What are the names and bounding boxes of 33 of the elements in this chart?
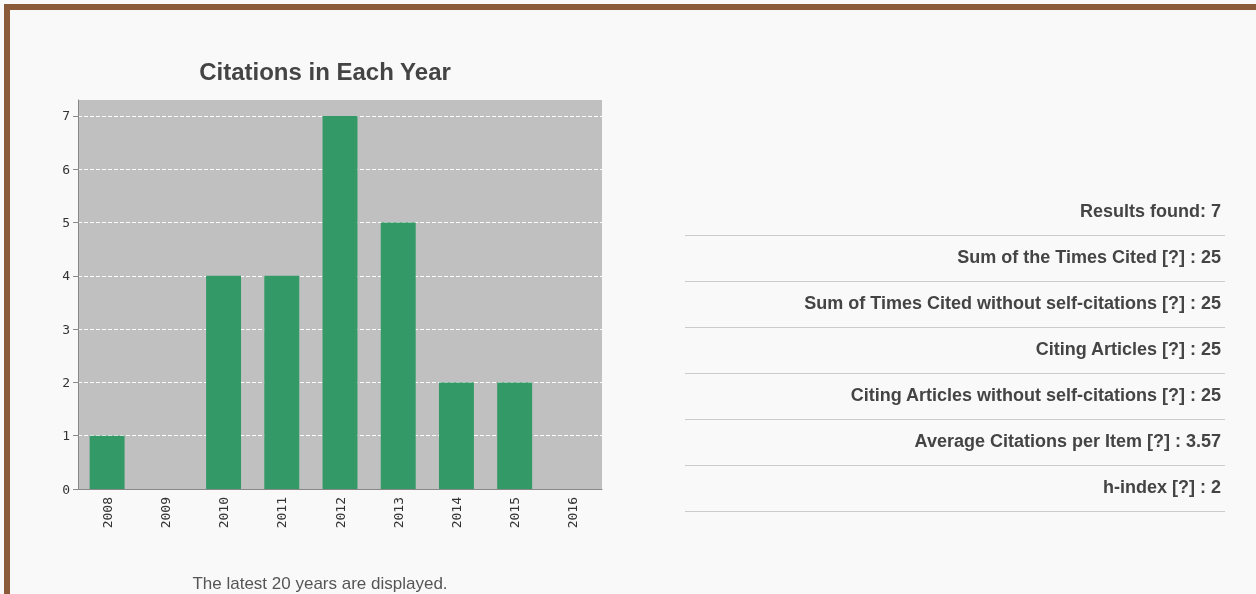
text: Citing Articles [?] : 25 <box>685 328 1225 374</box>
text: h-index [?] : 2 <box>685 466 1225 512</box>
y-tick-label: 5 <box>62 215 70 231</box>
text: Citing Articles without self-citations [?] : 25 <box>685 374 1225 420</box>
y-tick-label: 6 <box>62 161 70 177</box>
x-tick-label: 2012 <box>332 497 348 529</box>
text: The latest 20 years are displayed. <box>192 574 448 593</box>
x-tick-label: 2010 <box>216 497 232 529</box>
x-tick-label: 2014 <box>448 496 464 529</box>
bar <box>89 435 125 489</box>
bar <box>438 382 474 489</box>
text: Average Citations per Item [?] : 3.57 <box>685 420 1225 466</box>
y-tick-label: 3 <box>62 321 70 337</box>
x-tick-label: 2015 <box>507 497 523 529</box>
bar <box>497 382 533 489</box>
y-tick-label: 4 <box>62 268 71 284</box>
x-tick-label: 2016 <box>565 497 581 529</box>
text: Sum of Times Cited without self-citations [?] : 25 <box>685 282 1225 328</box>
bar <box>322 115 358 489</box>
x-tick-label: 2011 <box>274 497 290 529</box>
y-tick-label: 0 <box>62 481 70 497</box>
x-tick-label: 2008 <box>99 497 115 529</box>
y-tick-label: 7 <box>62 108 70 124</box>
x-tick-label: 2009 <box>157 497 173 529</box>
text: Sum of the Times Cited [?] : 25 <box>685 236 1225 282</box>
text: Results found: 7 <box>685 190 1225 236</box>
y-tick-label: 1 <box>62 428 70 444</box>
bar <box>380 222 416 489</box>
x-tick-label: 2013 <box>390 497 406 529</box>
bar <box>206 275 242 489</box>
y-tick-label: 2 <box>62 374 70 390</box>
chart-title: Citations in Each Year <box>199 57 451 85</box>
bar <box>264 275 300 489</box>
